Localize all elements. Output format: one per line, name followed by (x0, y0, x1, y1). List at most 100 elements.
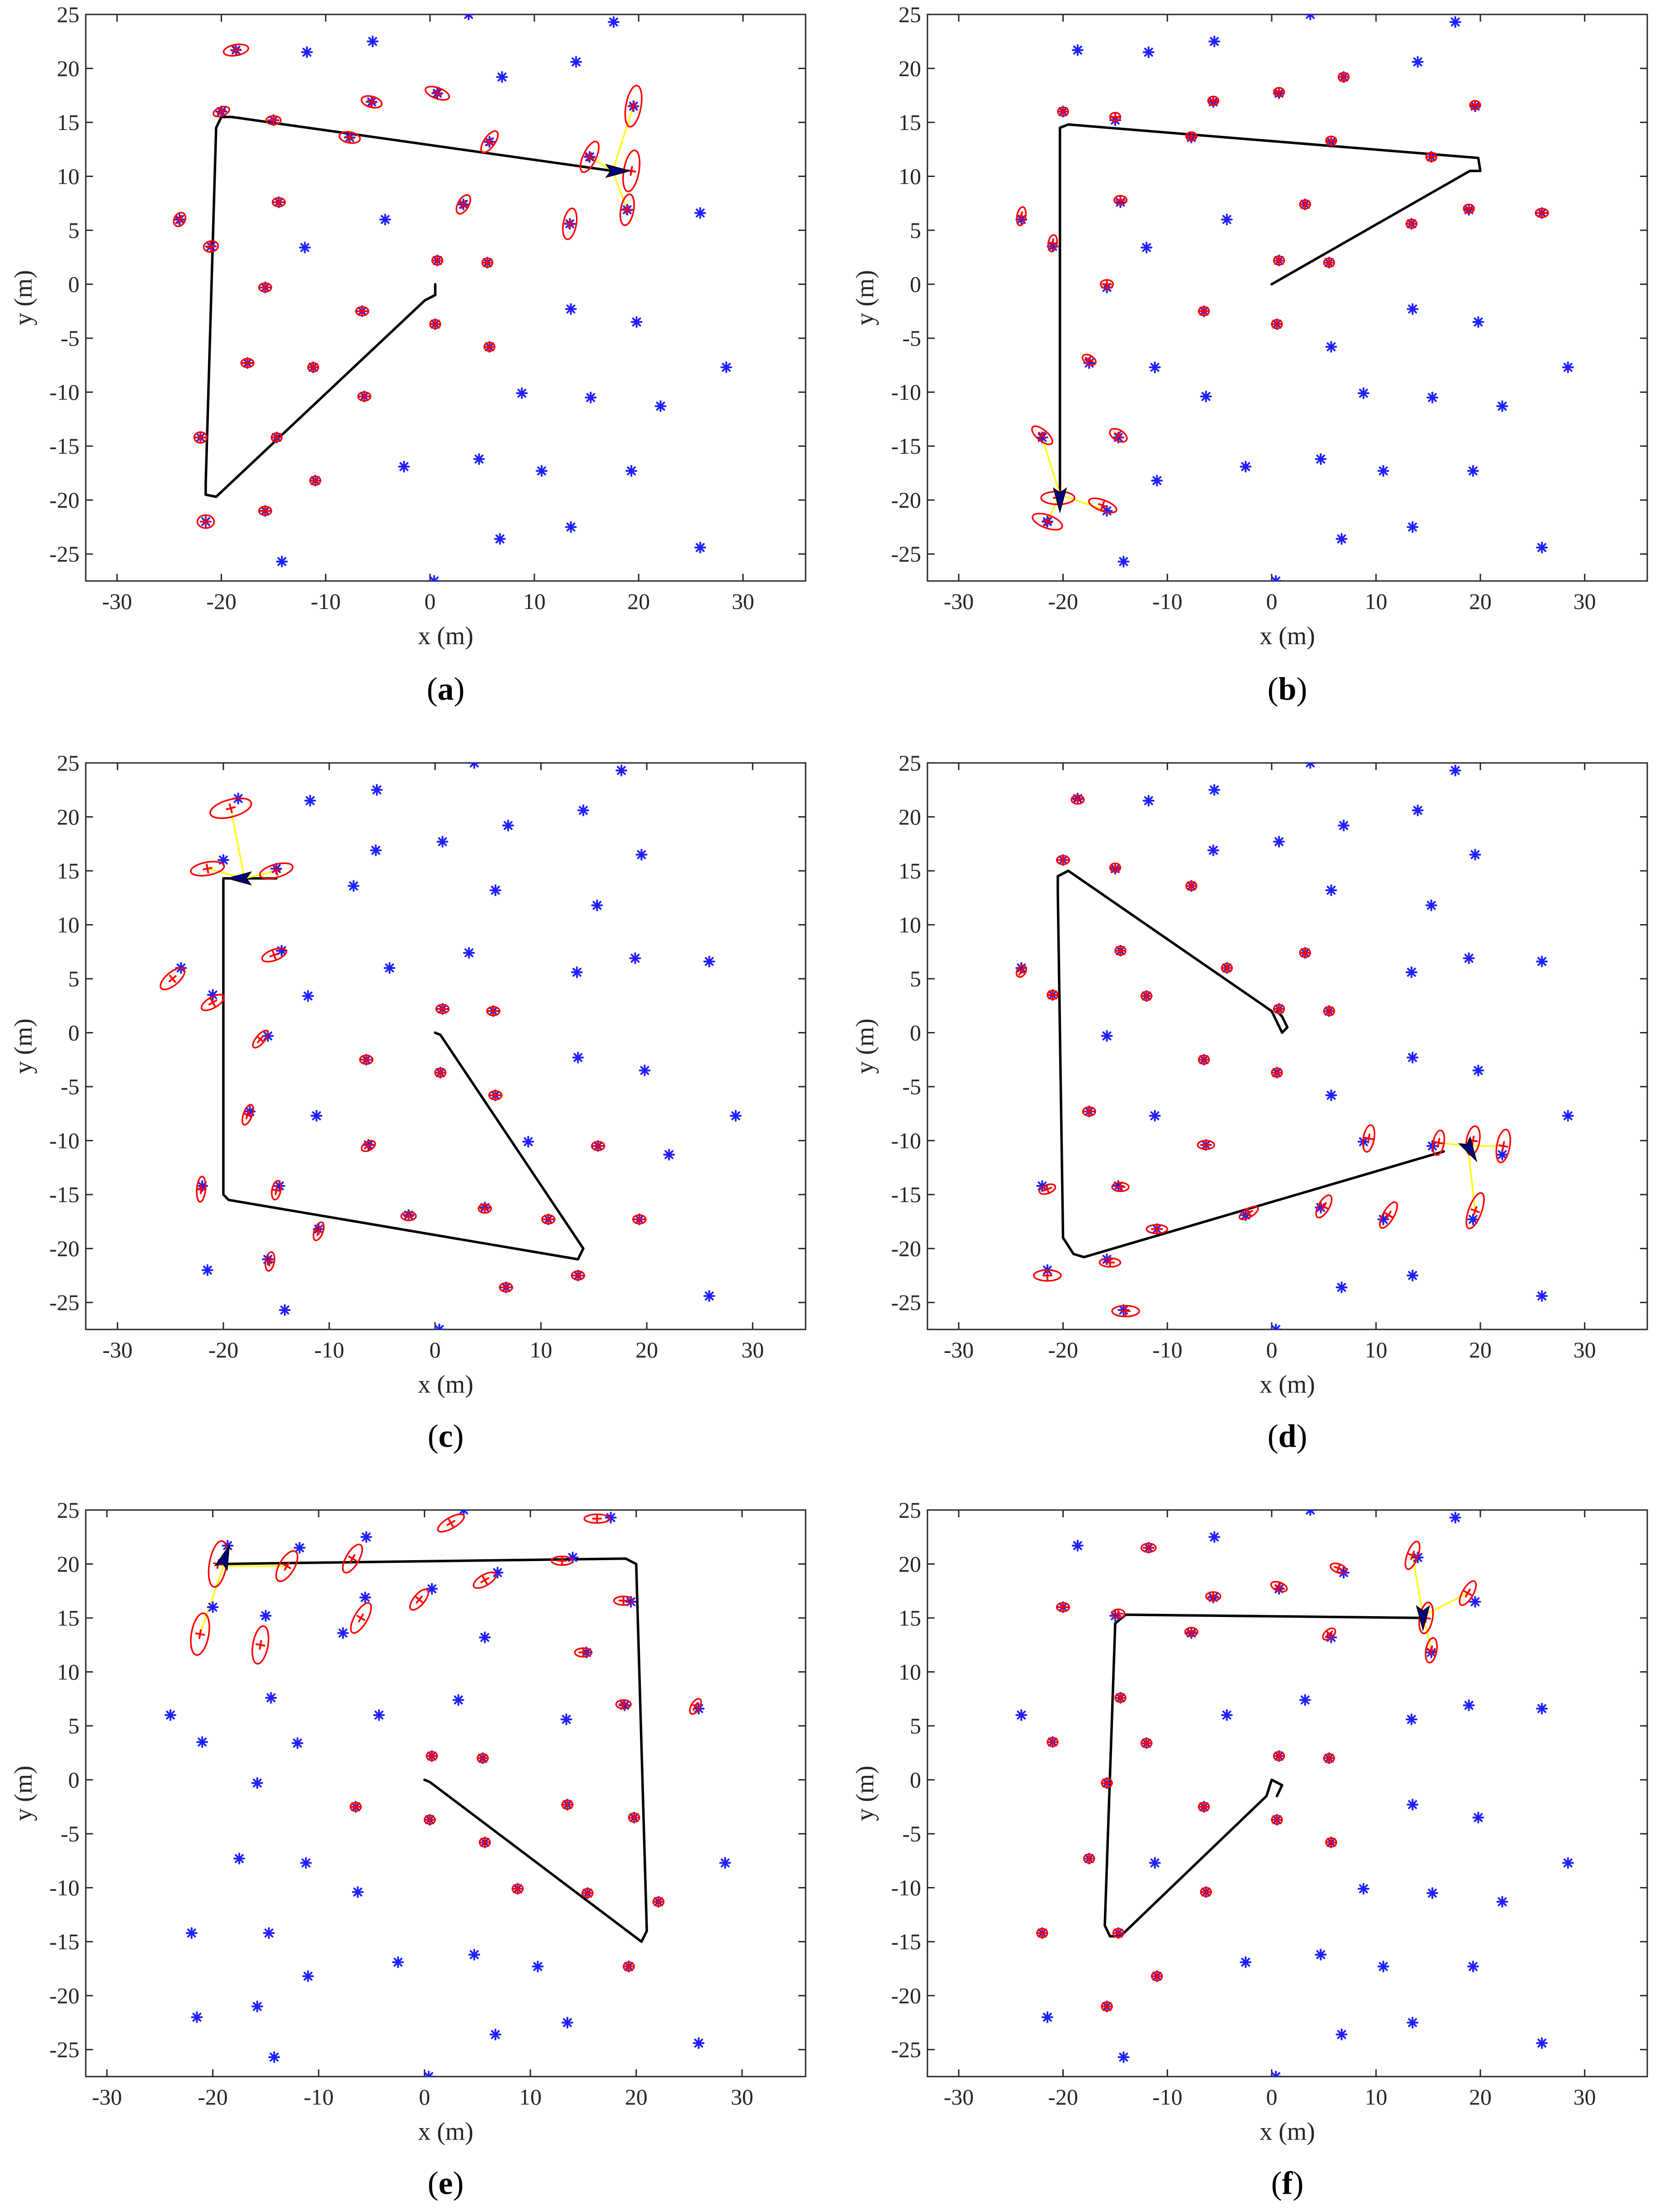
true-landmark (1149, 1857, 1161, 1869)
estimated-landmark (1323, 1753, 1335, 1764)
landmark-stroke (280, 1306, 289, 1315)
landmark-stroke (579, 806, 588, 815)
true-landmark (366, 35, 379, 47)
true-landmark (310, 1110, 323, 1122)
landmark-stroke (1408, 304, 1417, 314)
y-axis-label: y (m) (9, 1766, 37, 1821)
estimate-mark (1463, 1590, 1473, 1596)
landmark-stroke (1271, 2072, 1277, 2077)
estimated-landmark (437, 1513, 465, 1533)
estimated-landmark (209, 797, 252, 819)
estimated-landmark (615, 1699, 632, 1710)
true-landmark (1270, 575, 1282, 581)
true-landmark (278, 1304, 291, 1316)
landmark-stroke (269, 2053, 279, 2062)
estimate-mark (209, 998, 216, 1007)
landmark-stroke (1497, 401, 1507, 411)
landmark-stroke (1201, 392, 1211, 401)
caption-paren: ( (1271, 2165, 1282, 2201)
y-tick-label: 20 (57, 56, 79, 81)
landmark-stroke (235, 1854, 244, 1863)
landmark-stroke (438, 837, 447, 846)
landmark-stroke (493, 1568, 502, 1577)
plot-area (1015, 763, 1574, 1329)
true-landmark (352, 1886, 364, 1898)
covariance-ellipse (159, 967, 185, 990)
true-landmark (468, 763, 480, 769)
estimate-mark (1470, 1208, 1480, 1213)
landmark-stroke (495, 534, 505, 544)
true-landmark (719, 1857, 731, 1869)
true-landmark (260, 1610, 272, 1622)
landmark-stroke (374, 1710, 384, 1720)
landmark-stroke (1563, 362, 1573, 372)
true-landmark (489, 2028, 501, 2040)
true-landmark (473, 453, 485, 465)
axes-box (927, 1509, 1648, 2077)
x-tick-label: 30 (1573, 1337, 1596, 1362)
true-landmark (1315, 1948, 1327, 1961)
estimated-landmark (271, 1180, 282, 1201)
estimated-landmark (1198, 306, 1210, 316)
landmark-stroke (187, 1929, 196, 1938)
estimated-landmark (258, 506, 273, 516)
true-landmark (1472, 1812, 1484, 1824)
estimated-landmark (1404, 1540, 1421, 1570)
true-landmark (639, 1064, 651, 1077)
landmark-stroke (203, 1265, 212, 1275)
caption-letter: b (1278, 671, 1296, 707)
caption-letter: e (439, 2165, 453, 2201)
true-landmark (491, 1566, 504, 1579)
true-landmark (1200, 390, 1212, 403)
estimate-mark (1115, 431, 1121, 440)
true-landmark (1405, 1713, 1418, 1725)
y-tick-label: 25 (899, 1497, 921, 1523)
estimated-landmark (1495, 1129, 1511, 1163)
landmark-stroke (491, 886, 500, 895)
landmark-stroke (1337, 534, 1346, 544)
landmark-stroke (1337, 2030, 1346, 2039)
estimated-landmark (574, 1647, 593, 1658)
true-landmark (1412, 804, 1424, 817)
covariance-ellipse (1032, 512, 1063, 531)
estimated-landmark (1109, 112, 1121, 122)
estimated-landmark (252, 1030, 269, 1049)
y-tick-label: -15 (891, 433, 921, 459)
landmark-stroke (497, 72, 507, 82)
landmark-stroke (372, 785, 381, 795)
estimate-mark (1038, 431, 1046, 440)
caption-paren: ( (428, 1418, 439, 1454)
estimated-landmark (1362, 1124, 1376, 1153)
estimated-landmark (1322, 1627, 1336, 1641)
panel-caption: (e) (428, 2165, 464, 2201)
y-tick-label: 5 (910, 1713, 921, 1738)
landmark-stroke (1408, 1271, 1417, 1280)
estimated-landmark (259, 862, 294, 879)
estimated-landmark (309, 475, 321, 486)
caption-paren: ) (1293, 2165, 1303, 2201)
estimated-landmark (1270, 1580, 1288, 1593)
true-landmark (1270, 1324, 1282, 1329)
estimated-landmark (1151, 1971, 1163, 1981)
y-tick-label: 15 (57, 858, 79, 883)
true-landmark (1335, 1281, 1348, 1293)
estimated-landmark (1185, 881, 1198, 891)
estimate-mark (1016, 214, 1026, 218)
y-axis-label: y (m) (851, 1766, 879, 1821)
estimate-mark (1336, 1563, 1341, 1573)
covariance-ellipse (579, 140, 600, 173)
true-landmark (1335, 2028, 1348, 2040)
x-tick-label: -10 (310, 589, 341, 614)
estimate-mark (1246, 1208, 1252, 1218)
estimate-mark (1086, 355, 1092, 364)
true-landmark (1496, 1896, 1508, 1908)
landmark-stroke (424, 2072, 430, 2077)
estimated-landmark (361, 95, 383, 109)
true-landmark (1472, 316, 1484, 328)
true-landmark (502, 819, 514, 832)
robot-arrow (1416, 1605, 1430, 1631)
true-landmark (1406, 2017, 1418, 2029)
landmark-stroke (1017, 1710, 1026, 1720)
landmark-stroke (1144, 796, 1153, 805)
